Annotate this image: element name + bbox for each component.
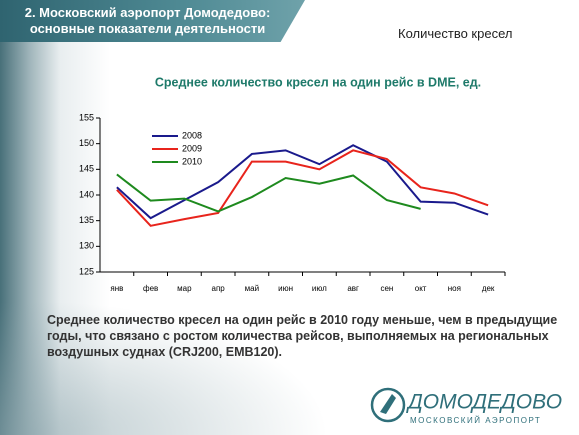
y-tick-label: 155 [79, 112, 94, 122]
data-line [116, 149, 489, 227]
y-tick-label: 150 [79, 138, 94, 148]
chart-title: Среднее количество кресел на один рейс в… [155, 75, 481, 89]
header: 2. Московский аэропорт Домодедово: основ… [0, 0, 305, 42]
x-tick-label: май [245, 284, 259, 293]
x-tick-label: сен [380, 284, 393, 293]
x-tick-label: авг [347, 284, 359, 293]
logo-tagline: МОСКОВСКИЙ АЭРОПОРТ [410, 416, 541, 425]
x-tick-label: июн [278, 284, 293, 293]
data-line [116, 173, 421, 213]
data-line [116, 144, 489, 220]
legend-label: 2008 [182, 130, 202, 140]
x-tick-label: янв [110, 284, 123, 293]
x-tick-label: дек [482, 284, 495, 293]
logo: ДОМОДЕДОВО МОСКОВСКИЙ АЭРОПОРТ [370, 387, 562, 425]
description: Среднее количество кресел на один рейс в… [47, 313, 558, 359]
x-tick-label: фев [143, 284, 158, 293]
y-tick-label: 140 [79, 189, 94, 199]
y-tick-label: 135 [79, 215, 94, 225]
y-tick-label: 125 [79, 266, 94, 276]
legend-label: 2009 [182, 143, 202, 153]
y-tick-label: 130 [79, 241, 94, 251]
x-tick-label: ноя [448, 284, 461, 293]
x-tick-label: июл [312, 284, 327, 293]
logo-name: ДОМОДЕДОВО [406, 391, 562, 414]
cloud-background [0, 300, 330, 435]
x-tick-label: окт [415, 284, 427, 293]
section-title: Количество кресел [398, 26, 513, 41]
y-tick-label: 145 [79, 164, 94, 174]
header-title: основные показатели деятельности [29, 21, 266, 36]
x-tick-label: апр [212, 284, 226, 293]
legend-label: 2010 [182, 156, 202, 166]
x-tick-label: мар [177, 284, 192, 293]
header-title: 2. Московский аэропорт Домодедово: [24, 5, 271, 20]
